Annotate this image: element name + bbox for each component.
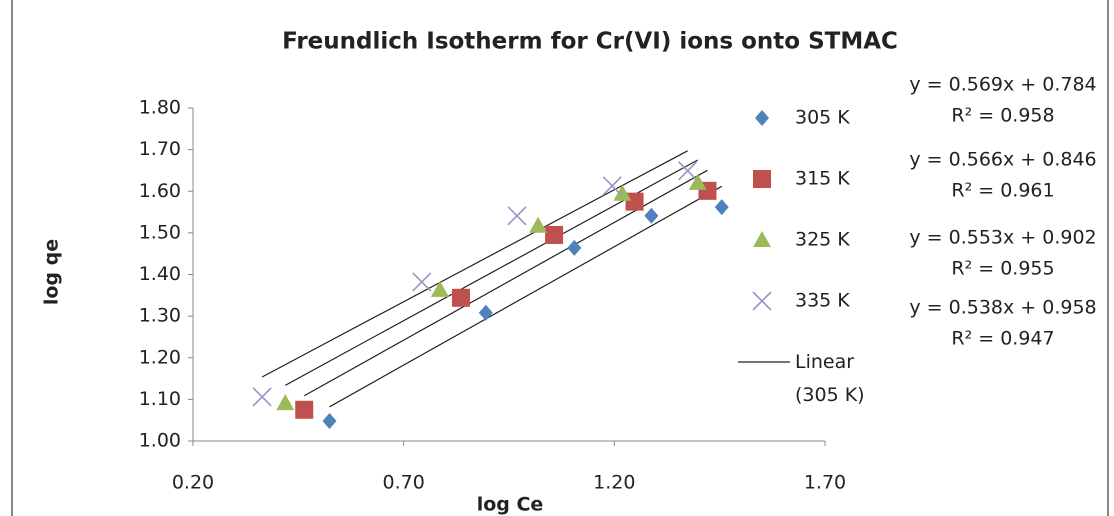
- trendline-r2: R² = 0.961: [951, 180, 1054, 202]
- trendline-r2: R² = 0.958: [951, 105, 1054, 127]
- y-tick-label: 1.70: [139, 138, 181, 160]
- y-tick-label: 1.50: [139, 221, 181, 243]
- marker: [529, 216, 548, 233]
- y-axis-label: log qe: [41, 239, 63, 305]
- trendline-r2: R² = 0.955: [951, 258, 1054, 280]
- trendline-r2: R² = 0.947: [951, 328, 1054, 350]
- marker: [688, 173, 707, 190]
- x-axis-label: log Ce: [477, 494, 544, 516]
- legend-label: 325 K: [795, 229, 850, 251]
- marker: [252, 387, 272, 407]
- x-tick-label: 0.20: [172, 472, 214, 494]
- legend-marker: [752, 291, 772, 311]
- marker: [545, 225, 564, 244]
- legend-label: Linear (305 K): [795, 351, 865, 406]
- marker: [625, 192, 644, 211]
- marker: [613, 184, 632, 201]
- marker: [322, 413, 337, 430]
- trendline: [261, 150, 688, 378]
- chart-title: Freundlich Isotherm for Cr(VI) ions onto…: [282, 29, 898, 55]
- legend-label-line: Linear: [795, 351, 854, 373]
- marker: [295, 400, 314, 419]
- legend-marker: [755, 110, 769, 126]
- legend-marker: [753, 231, 771, 247]
- marker: [478, 304, 493, 321]
- trendline-equation: y = 0.538x + 0.958: [909, 297, 1096, 319]
- y-tick-label: 1.30: [139, 305, 181, 327]
- legend-label-line: (305 K): [795, 384, 865, 406]
- legend-label: 335 K: [795, 290, 850, 312]
- trendline: [303, 169, 708, 397]
- marker: [451, 288, 470, 307]
- legend-label: 315 K: [795, 168, 850, 190]
- trendline: [329, 185, 723, 408]
- trendline-equation: y = 0.566x + 0.846: [909, 149, 1096, 171]
- y-tick-label: 1.10: [139, 388, 181, 410]
- marker: [507, 206, 527, 226]
- legend-marker: [753, 170, 771, 188]
- x-tick-label: 1.20: [593, 472, 635, 494]
- x-tick-label: 0.70: [383, 472, 425, 494]
- marker: [430, 280, 449, 297]
- marker: [714, 199, 729, 216]
- y-tick-label: 1.00: [139, 430, 181, 452]
- marker: [644, 207, 659, 224]
- marker: [412, 272, 432, 292]
- x-tick-label: 1.70: [804, 472, 846, 494]
- y-tick-label: 1.20: [139, 346, 181, 368]
- marker: [602, 176, 622, 196]
- trendline-equation: y = 0.553x + 0.902: [909, 227, 1096, 249]
- y-tick-label: 1.80: [139, 97, 181, 119]
- legend-label: 305 K: [795, 107, 850, 129]
- marker: [567, 239, 582, 256]
- y-tick-label: 1.60: [139, 180, 181, 202]
- trendline-equation: y = 0.569x + 0.784: [909, 74, 1096, 96]
- marker: [276, 394, 295, 411]
- y-tick-label: 1.40: [139, 263, 181, 285]
- marker: [678, 161, 698, 181]
